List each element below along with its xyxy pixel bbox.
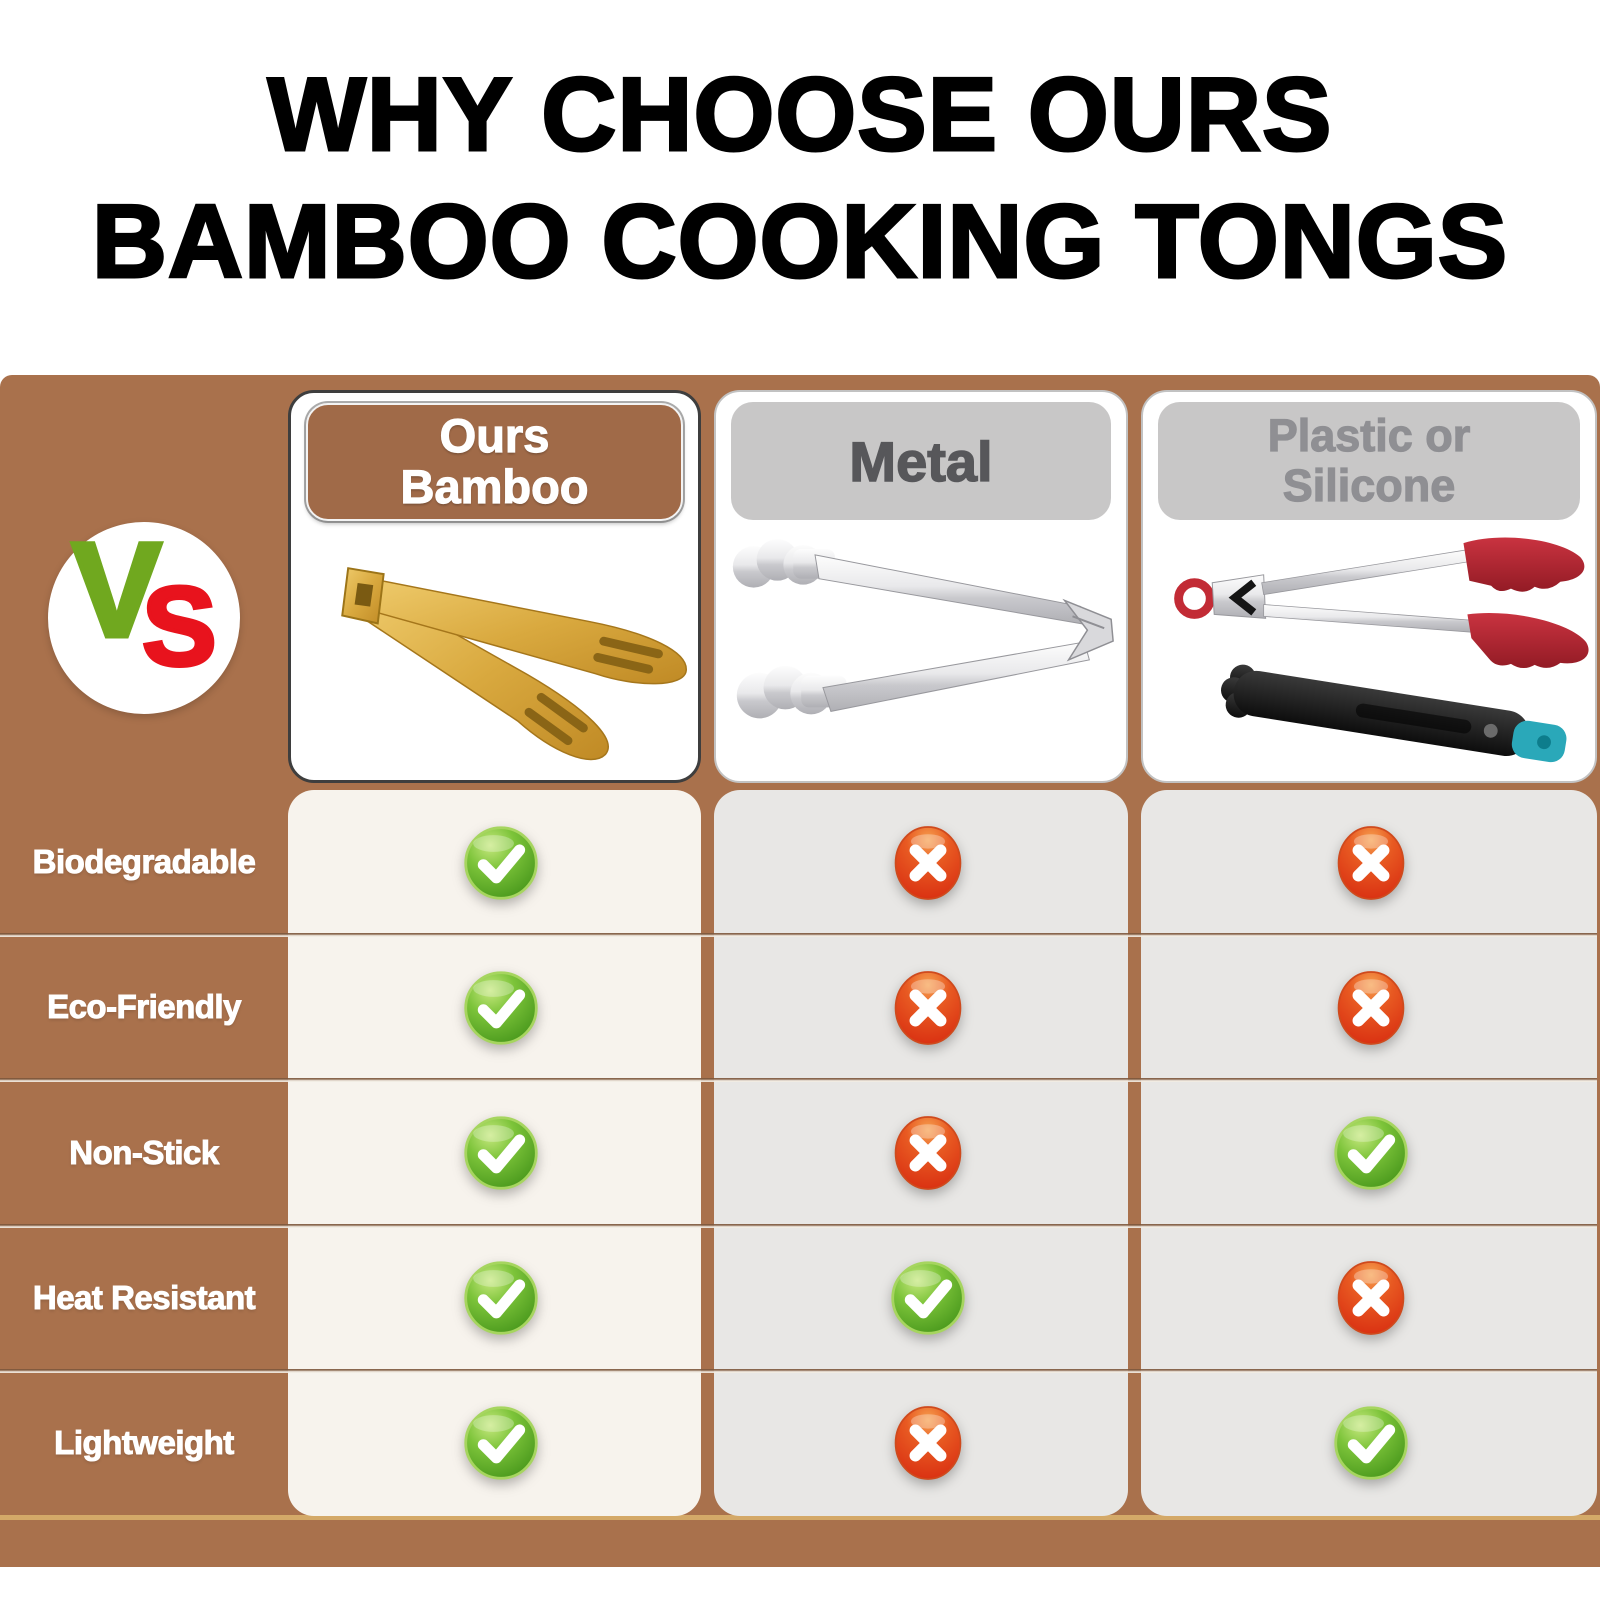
check-icon	[462, 1259, 540, 1337]
vs-letter-v: V	[69, 514, 163, 668]
column-header-bamboo: Ours Bamboo	[306, 403, 683, 521]
feature-cell	[1141, 1226, 1600, 1371]
feature-row: Heat Resistant	[0, 1223, 1600, 1371]
check-icon	[462, 969, 540, 1047]
feature-cell	[714, 1226, 1141, 1371]
feature-cell	[714, 1080, 1141, 1225]
title-line-1: WHY CHOOSE OURS	[266, 56, 1333, 175]
header-plastic-line2: Silicone	[1282, 459, 1456, 511]
cross-icon	[1335, 968, 1407, 1048]
column-header-metal: Metal	[731, 402, 1111, 520]
check-icon	[462, 1404, 540, 1482]
feature-cell	[714, 790, 1141, 935]
feature-row: Lightweight	[0, 1368, 1600, 1516]
feature-label: Eco-Friendly	[47, 988, 242, 1026]
check-icon	[1332, 1404, 1410, 1482]
cross-icon	[892, 823, 964, 903]
vs-letter-s: S	[140, 562, 219, 691]
feature-cell	[288, 935, 714, 1080]
feature-cell	[288, 790, 714, 935]
feature-label: Heat Resistant	[32, 1278, 256, 1316]
feature-cell	[1141, 935, 1600, 1080]
feature-cell	[288, 1080, 714, 1225]
check-icon	[1332, 1114, 1410, 1192]
page-title: WHY CHOOSE OURS BAMBOO COOKING TONGS	[0, 52, 1600, 306]
feature-row: Biodegradable	[0, 790, 1600, 935]
feature-cell	[1141, 1080, 1600, 1225]
feature-row: Non-Stick	[0, 1078, 1600, 1225]
header-bamboo-line2: Bamboo	[400, 460, 589, 513]
cross-icon	[1335, 1258, 1407, 1338]
feature-cell	[288, 1226, 714, 1371]
divider-line	[0, 1515, 1600, 1520]
column-header-plastic-silicone: Plastic or Silicone	[1158, 402, 1580, 520]
feature-label: Lightweight	[54, 1423, 235, 1461]
comparison-rows: Biodegradable Eco-Friendly Non-Stick Heat R…	[0, 790, 1600, 1516]
header-plastic-line1: Plastic or	[1267, 409, 1471, 461]
product-image-metal-tongs	[732, 539, 1114, 719]
feature-cell	[714, 1371, 1141, 1516]
feature-cell	[1141, 790, 1600, 935]
check-icon	[889, 1259, 967, 1337]
cross-icon	[892, 1403, 964, 1483]
feature-label: Non-Stick	[69, 1133, 220, 1171]
check-icon	[462, 824, 540, 902]
cross-icon	[892, 1113, 964, 1193]
cross-icon	[892, 968, 964, 1048]
column-card-metal: Metal	[714, 390, 1128, 783]
feature-row: Eco-Friendly	[0, 933, 1600, 1080]
feature-label: Biodegradable	[32, 843, 256, 881]
check-icon	[462, 1114, 540, 1192]
header-bamboo-line1: Ours	[439, 409, 550, 463]
title-line-2: BAMBOO COOKING TONGS	[90, 182, 1509, 301]
feature-cell	[1141, 1371, 1600, 1516]
cross-icon	[1335, 823, 1407, 903]
comparison-table: V S Ours Bamboo Metal	[0, 375, 1600, 1567]
product-image-bamboo-tongs	[341, 567, 687, 761]
product-image-plastic-silicone-tongs	[1174, 537, 1589, 763]
feature-cell	[288, 1371, 714, 1516]
column-card-bamboo: Ours Bamboo	[288, 390, 701, 783]
column-card-plastic-silicone: Plastic or Silicone	[1141, 390, 1597, 783]
vs-badge: V S	[48, 514, 240, 714]
header-metal-line1: Metal	[849, 429, 994, 494]
feature-cell	[714, 935, 1141, 1080]
